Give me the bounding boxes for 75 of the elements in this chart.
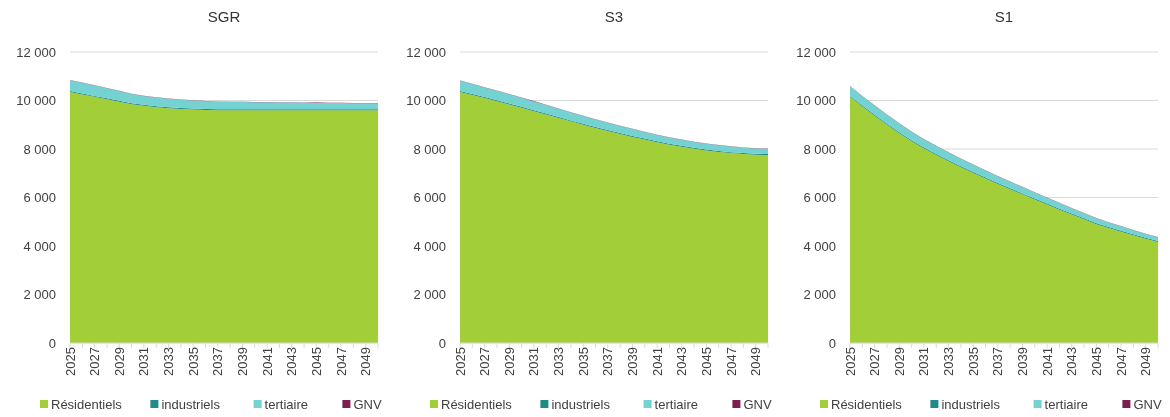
legend-label: industriels	[551, 397, 611, 412]
x-tick-label: 2031	[526, 347, 542, 376]
x-tick-label: 2045	[1088, 347, 1104, 376]
x-tick-label: 2033	[161, 347, 177, 376]
x-tick-label: 2037	[210, 347, 226, 376]
x-tick-label: 2043	[284, 347, 300, 376]
x-tick-label: 2043	[674, 347, 690, 376]
legend-label: GNV	[743, 397, 772, 412]
x-tick-label: 2035	[185, 347, 201, 376]
x-tick-label: 2041	[1039, 347, 1055, 376]
y-tick-label: 8 000	[23, 141, 56, 157]
x-tick-label: 2029	[891, 347, 907, 376]
x-tick-label: 2037	[990, 347, 1006, 376]
x-tick-label: 2049	[1138, 347, 1154, 376]
legend-label: Résidentiels	[831, 397, 903, 412]
x-tick-label: 2031	[136, 347, 152, 376]
x-tick-label: 2031	[916, 347, 932, 376]
x-tick-label: 2033	[941, 347, 957, 376]
x-tick-label: 2037	[600, 347, 616, 376]
legend-label: Résidentiels	[441, 397, 513, 412]
y-tick-label: 2 000	[803, 287, 836, 303]
y-tick-label: 8 000	[413, 141, 446, 157]
x-tick-label: 2029	[111, 347, 127, 376]
x-tick-label: 2049	[358, 347, 374, 376]
y-tick-label: 4 000	[23, 238, 56, 254]
x-tick-label: 2029	[501, 347, 517, 376]
x-tick-label: 2035	[965, 347, 981, 376]
x-tick-label: 2025	[62, 347, 78, 376]
y-tick-label: 0	[828, 335, 836, 351]
x-tick-label: 2027	[477, 347, 493, 376]
y-tick-label: 10 000	[16, 93, 56, 109]
y-tick-label: 10 000	[406, 93, 446, 109]
legend-label: industriels	[941, 397, 1001, 412]
x-tick-label: 2045	[308, 347, 324, 376]
chart-title: S3	[604, 8, 624, 25]
legend-label: industriels	[161, 397, 221, 412]
y-tick-label: 2 000	[413, 287, 446, 303]
x-tick-label: 2043	[1064, 347, 1080, 376]
x-tick-label: 2049	[748, 347, 764, 376]
x-tick-label: 2035	[575, 347, 591, 376]
y-tick-label: 6 000	[23, 190, 56, 206]
x-tick-label: 2045	[698, 347, 714, 376]
x-tick-label: 2027	[867, 347, 883, 376]
x-tick-label: 2047	[333, 347, 349, 376]
x-tick-label: 2039	[625, 347, 641, 376]
y-tick-label: 6 000	[413, 190, 446, 206]
x-tick-label: 2047	[723, 347, 739, 376]
y-tick-label: 0	[48, 335, 56, 351]
y-tick-label: 2 000	[23, 287, 56, 303]
legend-label: tertiaire	[654, 397, 698, 412]
y-tick-label: 10 000	[796, 93, 836, 109]
x-tick-label: 2025	[452, 347, 468, 376]
x-tick-label: 2027	[87, 347, 103, 376]
legend-label: Résidentiels	[51, 397, 123, 412]
x-tick-label: 2041	[259, 347, 275, 376]
y-tick-label: 8 000	[803, 141, 836, 157]
x-tick-label: 2041	[649, 347, 665, 376]
y-tick-label: 4 000	[413, 238, 446, 254]
y-tick-label: 12 000	[796, 44, 836, 60]
y-tick-label: 4 000	[803, 238, 836, 254]
legend-label: GNV	[353, 397, 382, 412]
legend-label: tertiaire	[264, 397, 308, 412]
y-tick-label: 0	[438, 335, 446, 351]
chart-title: SGR	[207, 8, 241, 25]
chart-title: S1	[994, 8, 1014, 25]
y-tick-label: 12 000	[16, 44, 56, 60]
x-tick-label: 2033	[551, 347, 567, 376]
y-tick-label: 12 000	[406, 44, 446, 60]
x-tick-label: 2047	[1113, 347, 1129, 376]
legend-label: tertiaire	[1044, 397, 1088, 412]
x-tick-label: 2025	[842, 347, 858, 376]
y-tick-label: 6 000	[803, 190, 836, 206]
legend-label: GNV	[1133, 397, 1162, 412]
x-tick-label: 2039	[1015, 347, 1031, 376]
x-tick-label: 2039	[235, 347, 251, 376]
